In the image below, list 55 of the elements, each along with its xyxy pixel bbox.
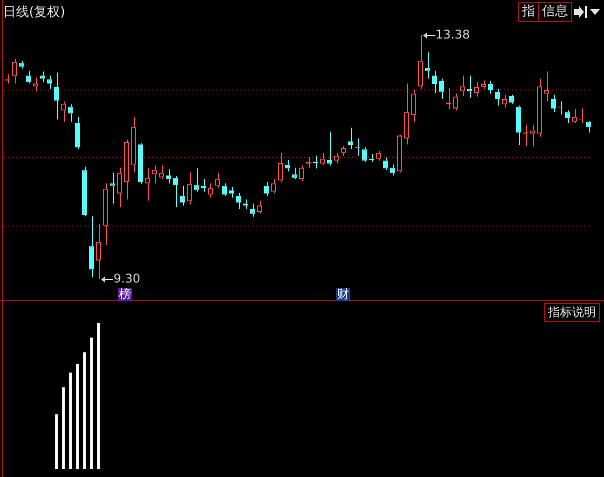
candlestick [438, 78, 444, 100]
candlestick [54, 72, 60, 120]
candlestick [410, 90, 416, 122]
annotation: 13.38 [436, 28, 470, 42]
text: 榜 [118, 287, 132, 301]
candlestick [194, 168, 200, 192]
annotation: 9.30 [114, 272, 140, 286]
candlestick [96, 223, 102, 280]
candlestick [74, 116, 80, 150]
chart-title: 日线(复权) [3, 4, 66, 21]
candlestick [292, 167, 298, 180]
candlestick [88, 216, 94, 278]
bar [55, 414, 58, 469]
candlestick [158, 164, 164, 180]
candlestick [228, 186, 234, 198]
candlestick [152, 164, 158, 184]
text: 财 [336, 287, 350, 301]
bar [69, 372, 72, 469]
candlestick [40, 70, 46, 83]
candlestick [138, 142, 144, 184]
candlestick [362, 146, 368, 162]
candlestick [586, 122, 592, 133]
bar [97, 323, 100, 469]
candlestick [298, 164, 304, 182]
candlestick [516, 105, 522, 146]
candlestick [424, 52, 430, 80]
candlestick [418, 34, 424, 90]
bar [83, 352, 86, 469]
candlestick [12, 58, 18, 84]
bar [62, 387, 65, 469]
candlestick [404, 82, 410, 145]
candlestick [186, 172, 192, 205]
text: 指 [518, 2, 539, 22]
bar [76, 364, 79, 469]
candlestick [222, 182, 228, 196]
candlestick [32, 76, 38, 92]
candlestick [536, 78, 542, 138]
candlestick [166, 169, 172, 184]
candlestick [18, 60, 24, 69]
text: 信息 [538, 2, 572, 22]
bar [90, 338, 93, 469]
candlestick [480, 80, 486, 90]
candlestick [130, 116, 136, 174]
text: 指标说明 [544, 303, 600, 322]
candlestick [82, 166, 88, 217]
candlestick [550, 94, 556, 113]
candlestick [200, 178, 206, 192]
candlestick [452, 93, 458, 111]
candlestick [124, 139, 130, 200]
candlestick [530, 124, 536, 147]
candlestick [278, 152, 284, 183]
candlestick [284, 159, 290, 172]
candlestick [326, 131, 332, 166]
candlestick [102, 182, 108, 246]
candlestick [116, 167, 122, 208]
